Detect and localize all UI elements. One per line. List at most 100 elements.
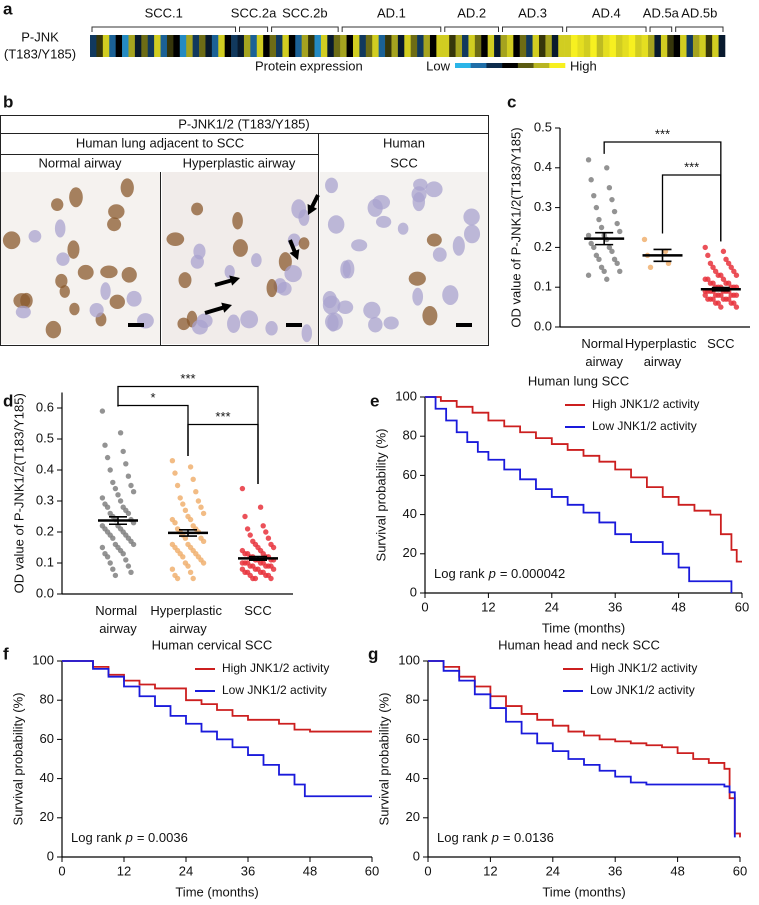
heatmap-cell [128, 35, 136, 57]
x-tick-label: 12 [483, 863, 497, 878]
heatmap-cell [558, 35, 565, 57]
data-point [239, 485, 246, 492]
y-tick-label: 40 [406, 770, 420, 785]
data-point [263, 529, 269, 535]
nucleus [327, 215, 345, 234]
legend-low: Low [426, 58, 450, 73]
chart-title: Human head and neck SCC [498, 637, 660, 652]
group-bracket [649, 26, 673, 32]
data-point [598, 224, 605, 231]
heatmap-label: P-JNK [21, 29, 59, 44]
heatmap-cell [500, 35, 508, 57]
data-point [174, 482, 181, 489]
data-point [268, 575, 274, 582]
heatmap-cell [692, 35, 700, 57]
nucleus [108, 204, 125, 219]
nucleus [232, 239, 248, 257]
data-point [115, 492, 121, 498]
label-line: Hyperplastic [150, 603, 225, 618]
heatmap-cell [352, 35, 360, 57]
histology-title: P-JNK1/2 (T183/Y185) [178, 116, 310, 131]
nucleus [100, 282, 111, 301]
nucleus [126, 290, 142, 307]
heatmap-cell [96, 35, 104, 57]
heatmap-cell [237, 35, 245, 57]
legend-label: High JNK1/2 activity [592, 397, 699, 411]
column-label: Hyperplastic airway [183, 155, 296, 170]
nucleus [59, 285, 70, 298]
heatmap-cell [506, 35, 514, 57]
nucleus [107, 217, 122, 232]
x-tick-label: 60 [365, 863, 379, 878]
group-bracket [239, 26, 269, 32]
nucleus [337, 300, 354, 315]
group-bracket [675, 26, 724, 32]
data-point [725, 280, 732, 286]
data-point [591, 192, 597, 199]
data-point [174, 575, 181, 582]
significance-bracket [187, 423, 259, 484]
group-label: AD.3 [518, 5, 547, 20]
group-label: AD.5b [681, 5, 717, 20]
y-tick-label: 0.5 [534, 119, 552, 134]
data-point [611, 256, 618, 263]
panel-label: c [507, 92, 516, 111]
y-tick-label: 60 [406, 731, 420, 746]
heatmap-cell [154, 35, 161, 57]
heatmap-cell [385, 35, 392, 57]
heatmap-cell [603, 35, 610, 57]
group-label: AD.4 [592, 5, 621, 20]
group-bracket [271, 26, 339, 32]
nucleus [166, 232, 185, 246]
heatmap-cell [545, 35, 553, 57]
x-tick-label: 36 [241, 863, 255, 878]
heatmap-cell [256, 35, 264, 57]
heatmap-cell [462, 35, 469, 57]
nucleus [327, 314, 339, 332]
panel-label: a [3, 0, 13, 18]
heatmap-cell [147, 35, 155, 57]
data-point [112, 572, 119, 579]
heatmap-cell [667, 35, 674, 57]
heatmap-cell [705, 35, 713, 57]
heatmap-cell [301, 35, 309, 57]
y-tick-label: 0.0 [36, 585, 54, 600]
nucleus [432, 247, 447, 262]
heatmap-cell [417, 35, 424, 57]
data-point [182, 535, 189, 541]
data-point [102, 442, 108, 448]
data-point [260, 523, 266, 529]
annotation-part: Log rank [437, 830, 488, 845]
legend-label: Low JNK1/2 activity [222, 683, 327, 697]
heatmap-cell [327, 35, 335, 57]
error-bar [711, 286, 730, 292]
nucleus [425, 181, 443, 198]
y-tick-label: 0.4 [36, 461, 54, 476]
data-point [120, 551, 126, 557]
nucleus [89, 302, 104, 318]
nucleus [351, 239, 368, 252]
annotation-part: Log rank [71, 830, 122, 845]
data-point [190, 476, 196, 482]
data-point [187, 569, 194, 575]
nucleus [397, 222, 409, 235]
data-point [177, 495, 183, 501]
data-point [247, 532, 253, 538]
nucleus [463, 208, 480, 226]
annotation-part: Log rank [434, 566, 485, 581]
group-bracket [444, 26, 500, 32]
y-tick-label: 0.5 [36, 430, 54, 445]
y-tick-label: 100 [395, 388, 417, 403]
histology-frame [0, 115, 489, 346]
y-tick-label: 40 [40, 770, 54, 785]
heatmap-cell [654, 35, 662, 57]
legend-label: Low JNK1/2 activity [592, 419, 697, 433]
x-tick-label: 0 [424, 863, 431, 878]
data-point [107, 560, 113, 566]
heatmap-cell [109, 35, 116, 57]
chart-title: Human cervical SCC [152, 637, 273, 652]
data-point [585, 272, 592, 278]
nucleus [372, 195, 391, 210]
data-point [705, 276, 711, 282]
heatmap-cell [455, 35, 463, 57]
